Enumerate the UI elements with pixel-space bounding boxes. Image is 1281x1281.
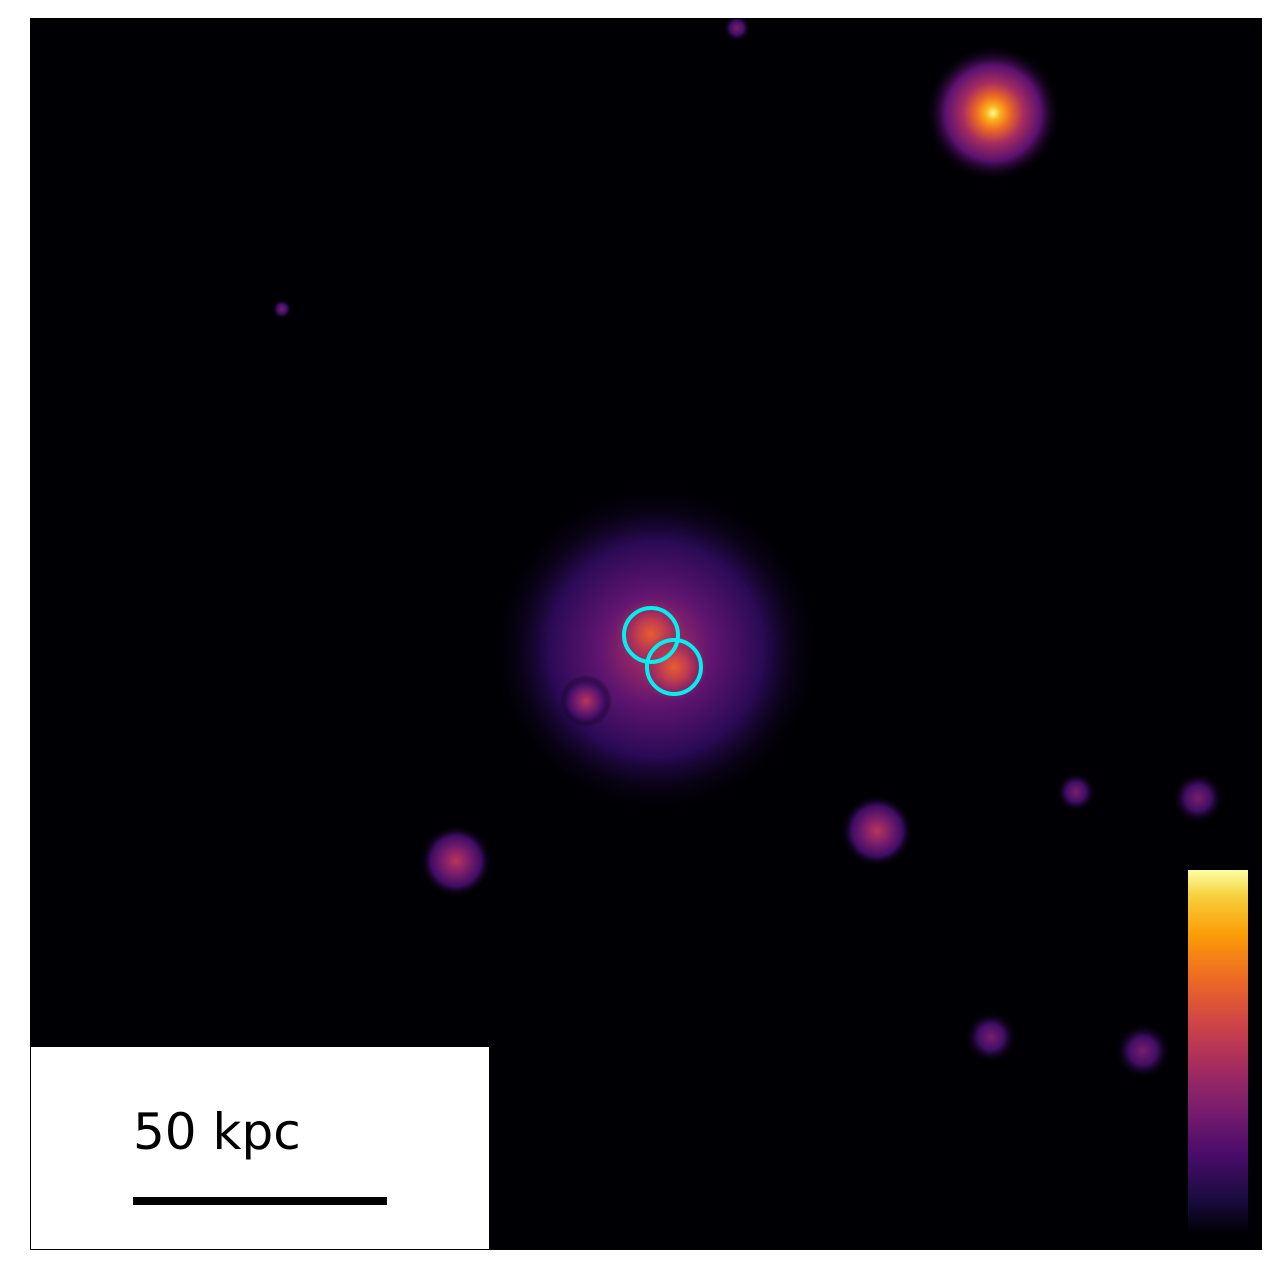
satellite-galaxy	[420, 825, 492, 897]
sky-image-panel: 50 kpc	[30, 18, 1262, 1250]
satellite-galaxy	[560, 675, 612, 727]
satellite-galaxy	[1056, 772, 1096, 812]
satellite-galaxy	[272, 299, 292, 319]
central-galaxy-core-2	[640, 633, 708, 701]
satellite-galaxy	[841, 795, 913, 867]
scale-bar-label: 50 kpc	[133, 1102, 301, 1162]
colorbar	[1188, 870, 1248, 1234]
satellite-galaxy	[1115, 1023, 1171, 1079]
scale-bar-line	[133, 1197, 387, 1205]
bright-galaxy	[925, 45, 1061, 181]
scale-bar-box: 50 kpc	[31, 1046, 490, 1250]
satellite-galaxy	[965, 1011, 1017, 1063]
satellite-galaxy	[1172, 772, 1224, 824]
